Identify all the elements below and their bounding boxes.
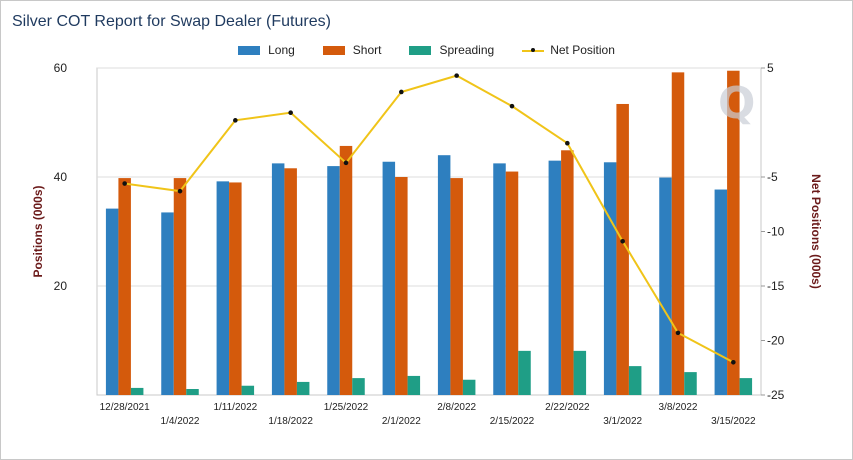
- x-tick-label: 3/15/2022: [711, 416, 756, 427]
- bar-short: [284, 168, 297, 395]
- y2-tick-label: -25: [767, 388, 785, 402]
- bar-long: [216, 181, 230, 395]
- bar-short: [395, 177, 408, 395]
- bar-short: [727, 70, 740, 395]
- legend: Long Short Spreading Net Position: [0, 43, 853, 57]
- bar-long: [327, 166, 340, 395]
- chart-title: Silver COT Report for Swap Dealer (Futur…: [12, 13, 331, 30]
- x-tick-label: 2/8/2022: [437, 402, 476, 413]
- bar-spreading: [352, 378, 365, 395]
- legend-label-short: Short: [352, 43, 382, 57]
- bar-long: [603, 162, 617, 395]
- legend-label-spreading: Spreading: [439, 43, 495, 57]
- bar-spreading: [241, 385, 255, 395]
- x-tick-label: 3/1/2022: [603, 416, 642, 427]
- net-position-point: [177, 188, 183, 194]
- legend-label-net-position: Net Position: [550, 43, 615, 57]
- legend-line-net-position: [522, 46, 545, 55]
- bar-short: [505, 171, 519, 395]
- bar-long: [548, 160, 562, 395]
- net-position-point: [565, 140, 570, 146]
- legend-swatch-spreading: [409, 45, 432, 55]
- bar-long: [382, 161, 396, 395]
- y2-tick-label: -10: [767, 225, 785, 239]
- bar-spreading: [407, 375, 421, 395]
- bar-short: [450, 178, 463, 395]
- bar-short: [229, 182, 242, 395]
- bar-spreading: [130, 387, 144, 395]
- x-tick-label: 1/11/2022: [213, 402, 257, 413]
- net-position-point: [509, 103, 515, 109]
- legend-item-net-position[interactable]: Net Position: [522, 43, 615, 57]
- net-position-point: [454, 73, 459, 78]
- net-position-point: [233, 118, 238, 123]
- bar-short: [339, 145, 353, 395]
- bar-spreading: [573, 350, 587, 395]
- bar-long: [105, 208, 119, 395]
- y-tick-label: 20: [54, 279, 68, 293]
- legend-swatch-long: [238, 45, 261, 55]
- x-tick-label: 1/4/2022: [161, 416, 200, 427]
- bar-spreading: [296, 381, 310, 395]
- net-position-point: [620, 239, 625, 244]
- legend-item-spreading[interactable]: Spreading: [409, 43, 494, 57]
- net-position-point: [399, 89, 404, 95]
- net-position-point: [675, 330, 681, 336]
- bar-long: [659, 177, 672, 395]
- x-tick-label: 12/28/2021: [100, 402, 150, 413]
- bar-spreading: [462, 379, 476, 395]
- x-tick-label: 2/1/2022: [382, 416, 421, 427]
- x-tick-label: 1/25/2022: [324, 402, 369, 413]
- net-position-point: [288, 110, 293, 115]
- y2-axis-title: Net Positions (000s): [809, 174, 823, 289]
- bar-short: [173, 178, 187, 395]
- net-position-point: [122, 181, 127, 186]
- legend-item-short[interactable]: Short: [322, 43, 382, 57]
- bar-long: [437, 155, 451, 395]
- x-tick-label: 1/18/2022: [268, 416, 313, 427]
- bar-short: [671, 72, 685, 396]
- net-position-line: [124, 74, 734, 364]
- y2-tick-label: -15: [767, 279, 785, 293]
- bar-spreading: [684, 372, 697, 395]
- bar-short: [118, 178, 131, 395]
- y-axis-title: Positions (000s): [31, 185, 45, 277]
- bar-long: [493, 163, 506, 395]
- y2-tick-label: -5: [767, 170, 778, 184]
- x-tick-label: 2/15/2022: [490, 416, 535, 427]
- bar-long: [271, 163, 285, 395]
- bar-short: [616, 103, 629, 395]
- y-tick-label: 60: [54, 61, 68, 75]
- legend-label-long: Long: [268, 43, 295, 57]
- net-position-point: [731, 360, 736, 365]
- bar-spreading: [186, 389, 199, 395]
- x-tick-label: 3/8/2022: [659, 402, 698, 413]
- bar-long: [714, 189, 728, 395]
- legend-item-long[interactable]: Long: [238, 43, 295, 57]
- y2-tick-label: 5: [767, 61, 774, 75]
- legend-swatch-short: [322, 45, 345, 55]
- bar-spreading: [739, 378, 753, 395]
- y2-tick-label: -20: [767, 334, 785, 348]
- watermark-logo: Q: [718, 78, 756, 129]
- y-tick-label: 40: [54, 170, 68, 184]
- bar-long: [161, 212, 174, 395]
- net-position-point: [343, 160, 349, 166]
- bar-spreading: [518, 350, 531, 395]
- bar-short: [561, 150, 574, 395]
- x-tick-label: 2/22/2022: [545, 402, 590, 413]
- bar-spreading: [628, 366, 642, 395]
